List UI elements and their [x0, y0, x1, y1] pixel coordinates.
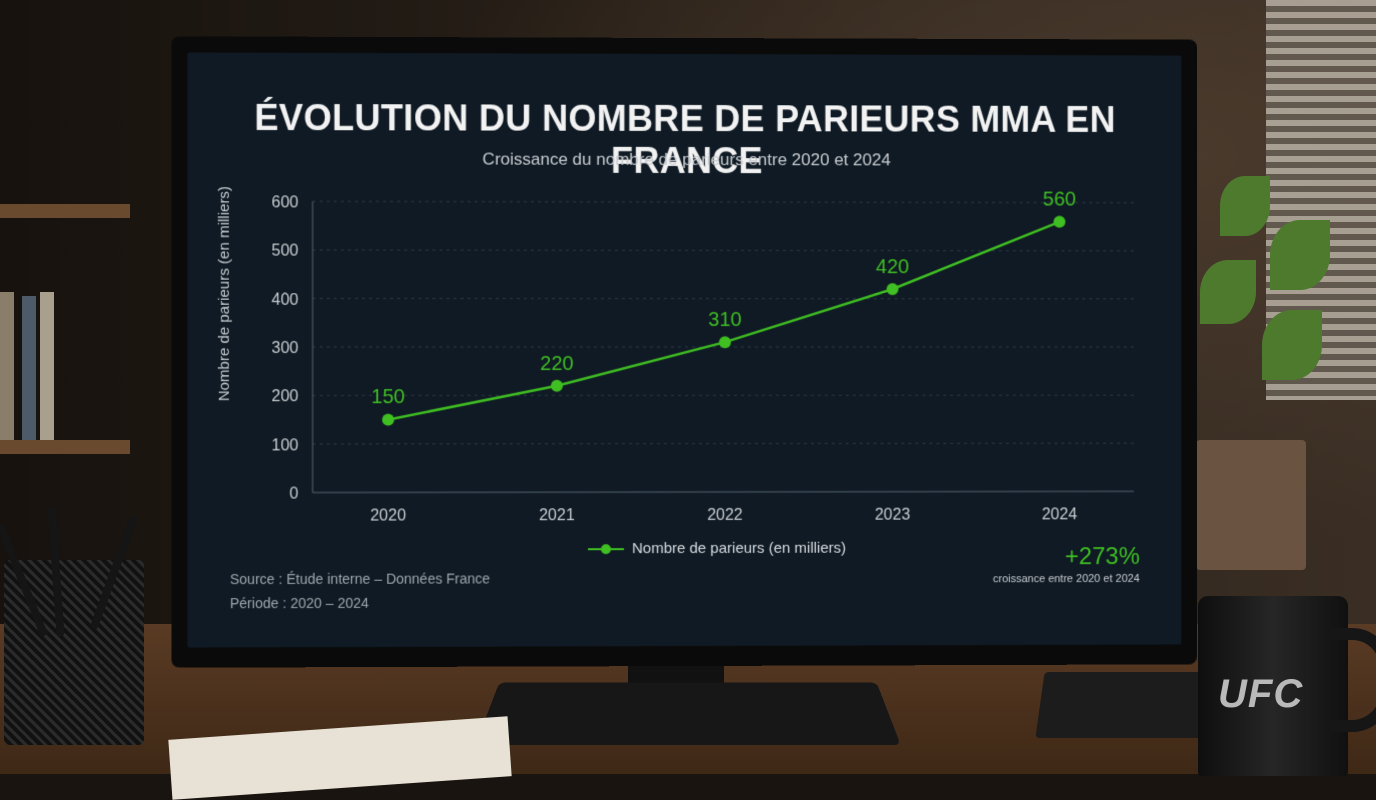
x-tick-label: 2021	[539, 506, 575, 524]
plant-leaf	[1262, 310, 1322, 380]
mug-logo: UFC	[1218, 672, 1303, 717]
monitor-screen: ÉVOLUTION DU NOMBRE DE PARIEURS MMA EN F…	[188, 52, 1182, 647]
notebook	[1035, 672, 1214, 738]
legend-swatch	[588, 543, 624, 555]
data-point	[1054, 216, 1066, 228]
gridline	[313, 201, 1134, 202]
y-tick-label: 600	[272, 193, 299, 211]
y-tick-label: 200	[272, 388, 299, 406]
source-line: Source : Étude interne – Données France	[230, 566, 490, 591]
x-tick-label: 2023	[875, 506, 910, 524]
y-tick-label: 0	[290, 485, 299, 503]
y-tick-label: 400	[272, 290, 299, 308]
data-point	[719, 336, 731, 348]
growth-summary: +273% croissance entre 2020 et 2024	[993, 543, 1140, 585]
data-label: 560	[1043, 189, 1076, 211]
monitor: ÉVOLUTION DU NOMBRE DE PARIEURS MMA EN F…	[171, 36, 1197, 667]
plant-leaf	[1220, 176, 1270, 236]
data-point	[551, 380, 563, 392]
growth-value: +273%	[993, 543, 1140, 571]
period-line: Période : 2020 – 2024	[230, 590, 490, 615]
gridline	[313, 443, 1134, 444]
data-label: 150	[371, 387, 405, 409]
book	[0, 292, 14, 440]
x-tick-label: 2022	[707, 506, 743, 524]
gridline	[313, 250, 1134, 251]
y-axis-label: Nombre de parieurs (en milliers)	[215, 186, 232, 401]
mug-handle	[1330, 628, 1376, 732]
data-label: 310	[708, 309, 741, 331]
data-point	[382, 414, 394, 426]
plant-pot	[1196, 440, 1306, 570]
data-label: 420	[876, 256, 909, 278]
book	[22, 296, 36, 440]
growth-caption: croissance entre 2020 et 2024	[993, 573, 1140, 585]
chart-legend: Nombre de parieurs (en milliers)	[588, 540, 846, 558]
legend-label: Nombre de parieurs (en milliers)	[632, 540, 846, 557]
x-tick-label: 2020	[370, 506, 406, 524]
plant-leaf	[1270, 220, 1330, 290]
monitor-stand-base	[475, 683, 901, 746]
shelf	[0, 440, 130, 454]
y-tick-label: 500	[272, 242, 299, 260]
y-tick-label: 100	[272, 436, 299, 454]
y-tick-label: 300	[272, 339, 299, 357]
book	[40, 292, 54, 440]
plant-leaf	[1200, 260, 1256, 324]
data-point	[887, 283, 899, 295]
source-note: Source : Étude interne – Données France …	[230, 566, 490, 615]
x-tick-label: 2024	[1042, 505, 1077, 523]
x-axis	[313, 491, 1134, 492]
shelf	[0, 204, 130, 218]
data-label: 220	[540, 353, 573, 375]
